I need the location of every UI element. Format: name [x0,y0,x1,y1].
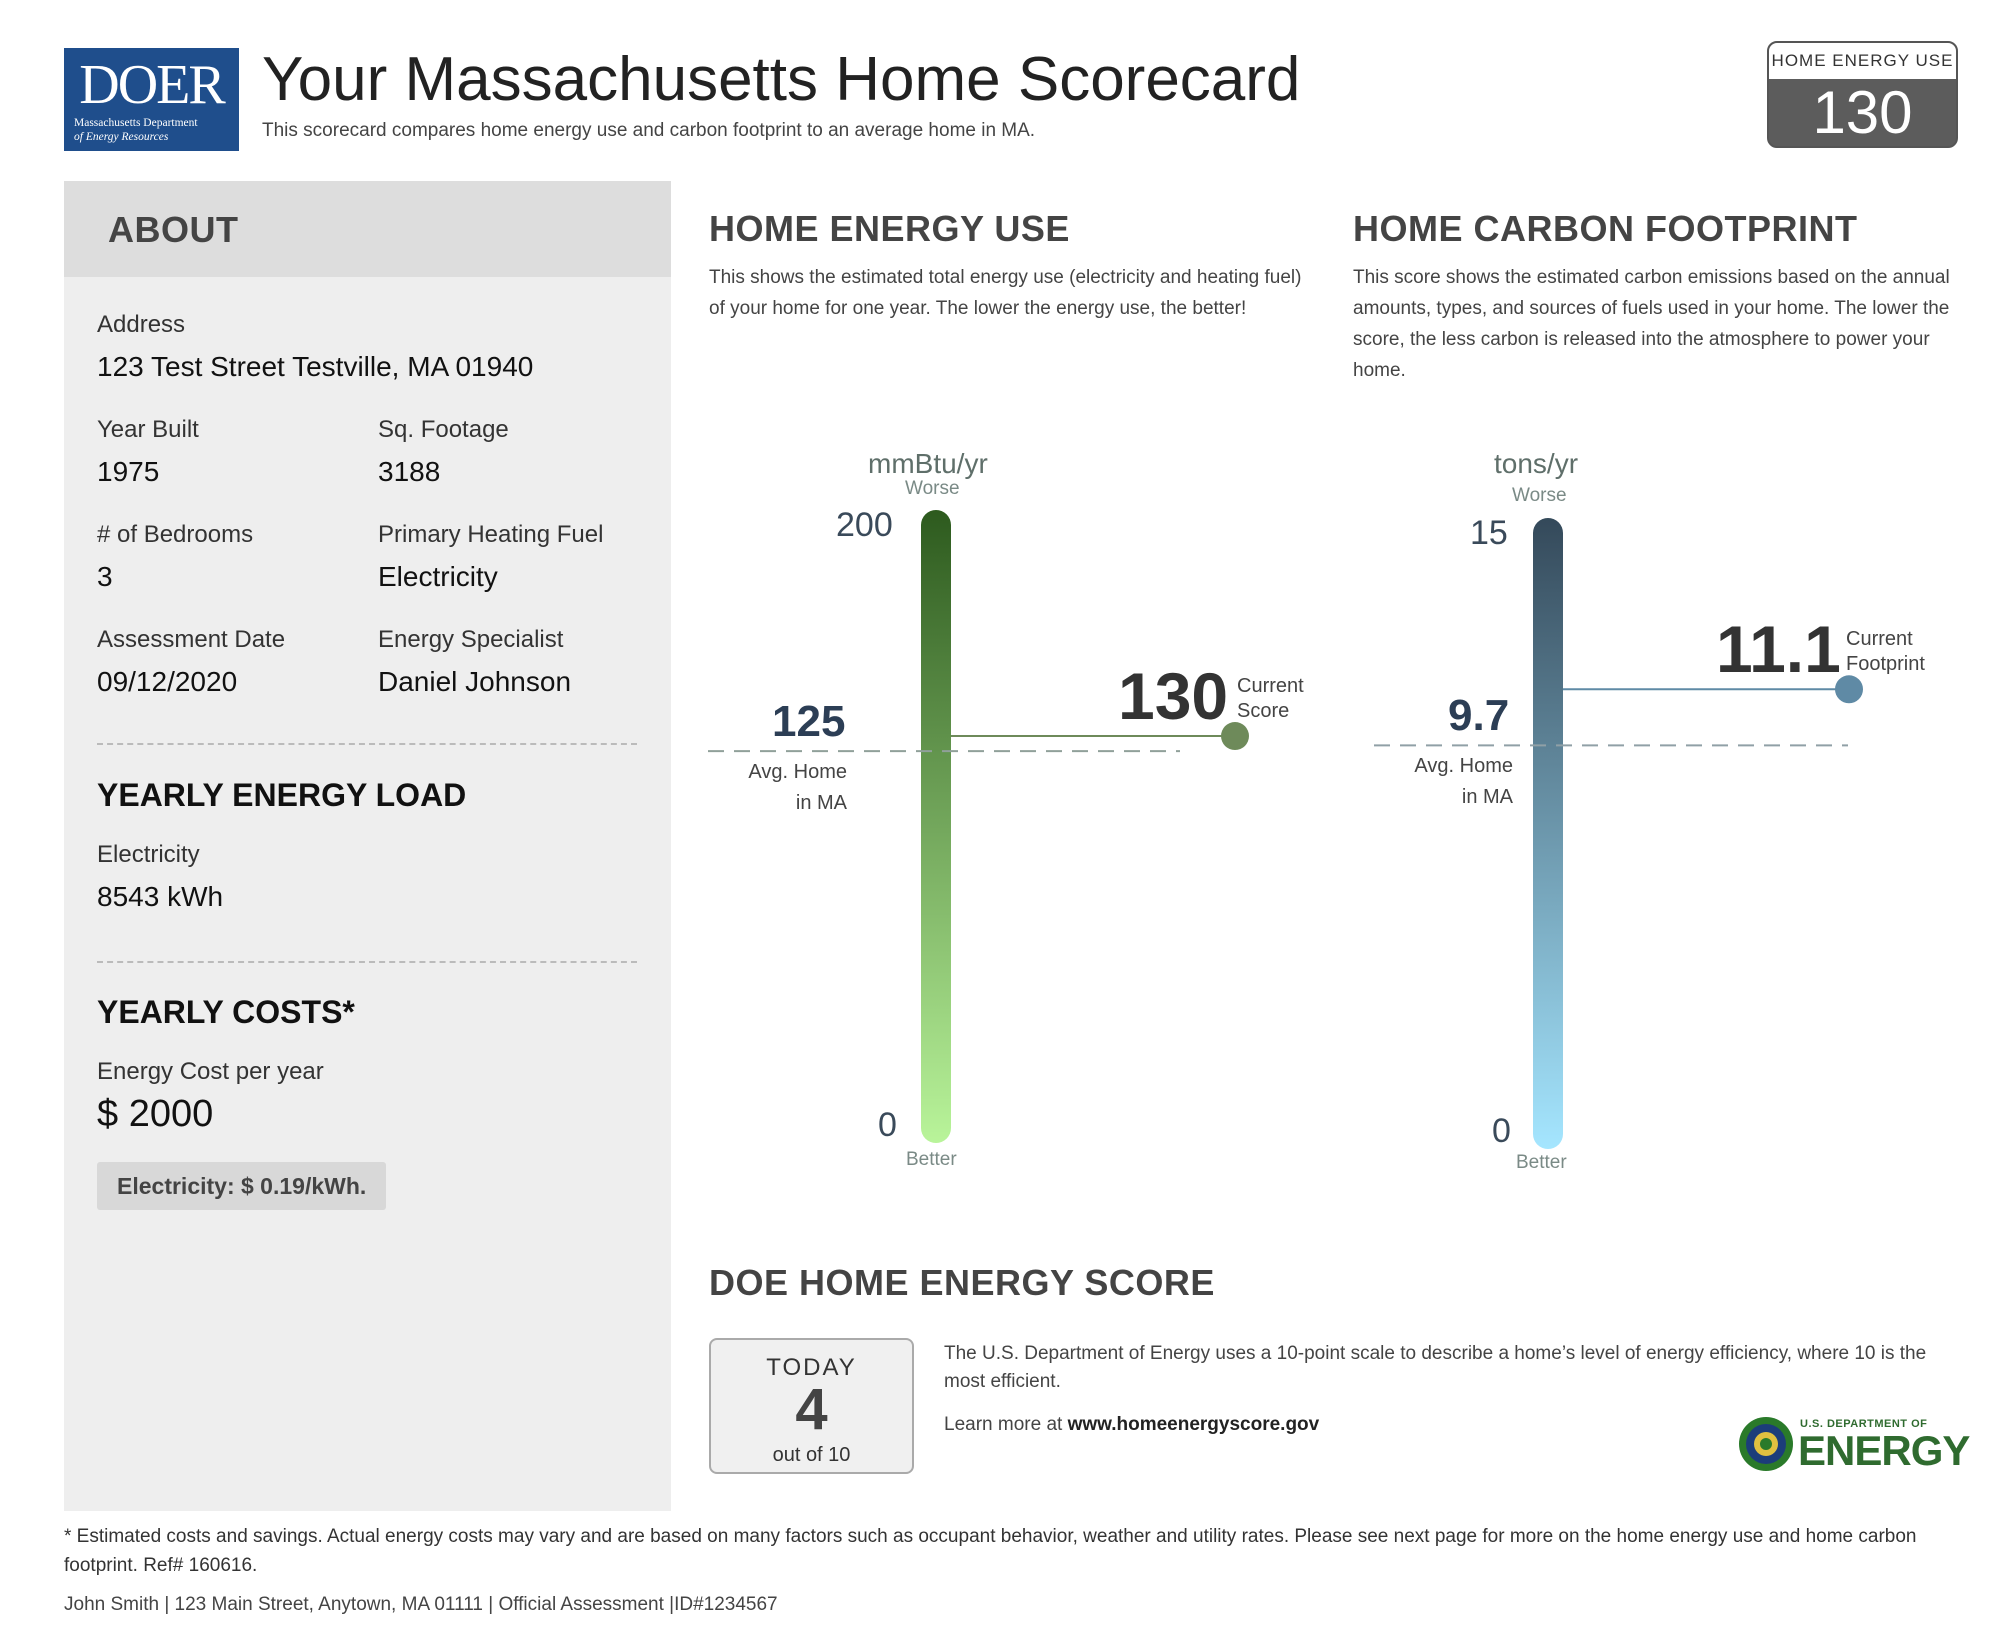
yearly-energy-load-title: YEARLY ENERGY LOAD [97,777,467,813]
doe-description: The U.S. Department of Energy uses a 10-… [944,1343,1927,1392]
energy-cost-value: $ 2000 [97,1093,214,1135]
divider [97,961,637,963]
electricity-rate-chip: Electricity: $ 0.19/kWh. [97,1162,387,1210]
energy-cost-label: Energy Cost per year [97,1058,324,1085]
carbon-current-value: 11.1 [1716,612,1841,687]
energy-max-tick: 200 [836,506,893,544]
doe-score-box: TODAY 4 out of 10 [709,1338,914,1474]
carbon-worse-label: Worse [1512,485,1567,506]
carbon-current-marker [1835,675,1863,704]
about-header: ABOUT [64,181,671,277]
specialist-value: Daniel Johnson [378,666,572,697]
logo-subtitle-line2: of Energy Resources [74,131,169,143]
carbon-current-label-line2: Footprint [1846,653,1925,676]
carbon-better-label: Better [1516,1152,1567,1173]
year-built-value: 1975 [97,456,160,487]
energy-min-tick: 0 [878,1106,897,1144]
energy-current-marker [1221,722,1249,751]
assessment-date-value: 09/12/2020 [97,666,238,697]
address-label: Address [97,311,186,338]
page-subtitle: This scorecard compares home energy use … [262,120,1036,141]
doer-logo: DOER Massachusetts Department of Energy … [64,48,239,151]
logo-subtitle-line1: Massachusetts Department [74,117,198,129]
bedrooms-value: 3 [97,561,113,592]
heating-fuel-value: Electricity [378,561,498,592]
doe-learn-prefix: Learn more at [944,1414,1068,1435]
doe-today-label: TODAY [766,1354,857,1381]
logo-subtitle: Massachusetts Department of Energy Resou… [74,116,234,144]
energy-use-title: HOME ENERGY USE [709,208,1070,249]
home-energy-use-badge: HOME ENERGY USE 130 [1767,41,1958,148]
doe-learn-more: Learn more at www.homeenergyscore.gov [944,1414,1319,1436]
doe-score-value: 4 [795,1377,828,1442]
energy-current-label-line1: Current [1237,675,1304,698]
electricity-value: 8543 kWh [97,881,224,912]
about-sidebar: ABOUT Address 123 Test Street Testville,… [64,181,671,1511]
footnote: * Estimated costs and savings. Actual en… [64,1526,1917,1576]
energy-current-label: Current Score [1237,674,1304,724]
doe-score-title: DOE HOME ENERGY SCORE [709,1262,1215,1303]
carbon-description: This score shows the estimated carbon em… [1353,267,1950,381]
year-built-label: Year Built [97,416,199,443]
doe-logo-big: ENERGY [1798,1427,1970,1474]
divider [97,743,637,745]
doe-out-of: out of 10 [772,1444,851,1466]
energy-avg-label-line2: in MA [795,792,847,815]
energy-avg-value: 125 [772,697,846,747]
carbon-avg-value: 9.7 [1448,691,1510,741]
carbon-avg-label: Avg. Home in MA [1373,751,1513,813]
energy-current-value: 130 [1118,659,1229,734]
energy-use-description: This shows the estimated total energy us… [709,267,1302,319]
badge-label: HOME ENERGY USE [1769,43,1956,79]
carbon-current-label-line1: Current [1846,628,1913,651]
energy-avg-label-line1: Avg. Home [748,761,847,784]
electricity-label: Electricity [97,841,200,868]
about-title: ABOUT [108,209,239,250]
badge-value: 130 [1812,79,1913,146]
carbon-avg-label-line2: in MA [1461,786,1513,809]
yearly-costs-title: YEARLY COSTS* [97,994,355,1030]
energy-worse-label: Worse [905,478,960,499]
carbon-unit: tons/yr [1494,448,1579,479]
doe-seal-icon [1739,1417,1793,1471]
carbon-min-tick: 0 [1492,1112,1511,1150]
heating-fuel-label: Primary Heating Fuel [378,521,604,548]
footer-info: John Smith | 123 Main Street, Anytown, M… [64,1594,778,1615]
energy-gauge [708,510,1249,1143]
address-value: 123 Test Street Testville, MA 01940 [97,351,534,382]
carbon-gauge [1374,518,1863,1149]
doe-logo: U.S. DEPARTMENT OF ENERGY [1738,1414,1970,1476]
sqft-label: Sq. Footage [378,416,509,443]
energy-gauge-bar [921,510,951,1143]
carbon-current-label: Current Footprint [1846,627,1925,677]
energy-unit: mmBtu/yr [868,448,988,479]
specialist-label: Energy Specialist [378,626,564,653]
doe-learn-link[interactable]: www.homeenergyscore.gov [1067,1414,1320,1435]
energy-current-label-line2: Score [1237,700,1290,723]
sqft-value: 3188 [378,456,441,487]
doe-logo-small: U.S. DEPARTMENT OF [1800,1418,1928,1430]
assessment-date-label: Assessment Date [97,626,286,653]
carbon-max-tick: 15 [1470,514,1508,552]
logo-mark: DOER [79,54,225,116]
energy-better-label: Better [906,1149,957,1170]
page-title: Your Massachusetts Home Scorecard [262,45,1301,114]
carbon-title: HOME CARBON FOOTPRINT [1353,208,1858,249]
carbon-avg-label-line1: Avg. Home [1414,755,1513,778]
bedrooms-label: # of Bedrooms [97,521,254,548]
energy-avg-label: Avg. Home in MA [707,757,847,819]
carbon-gauge-bar [1533,518,1563,1149]
